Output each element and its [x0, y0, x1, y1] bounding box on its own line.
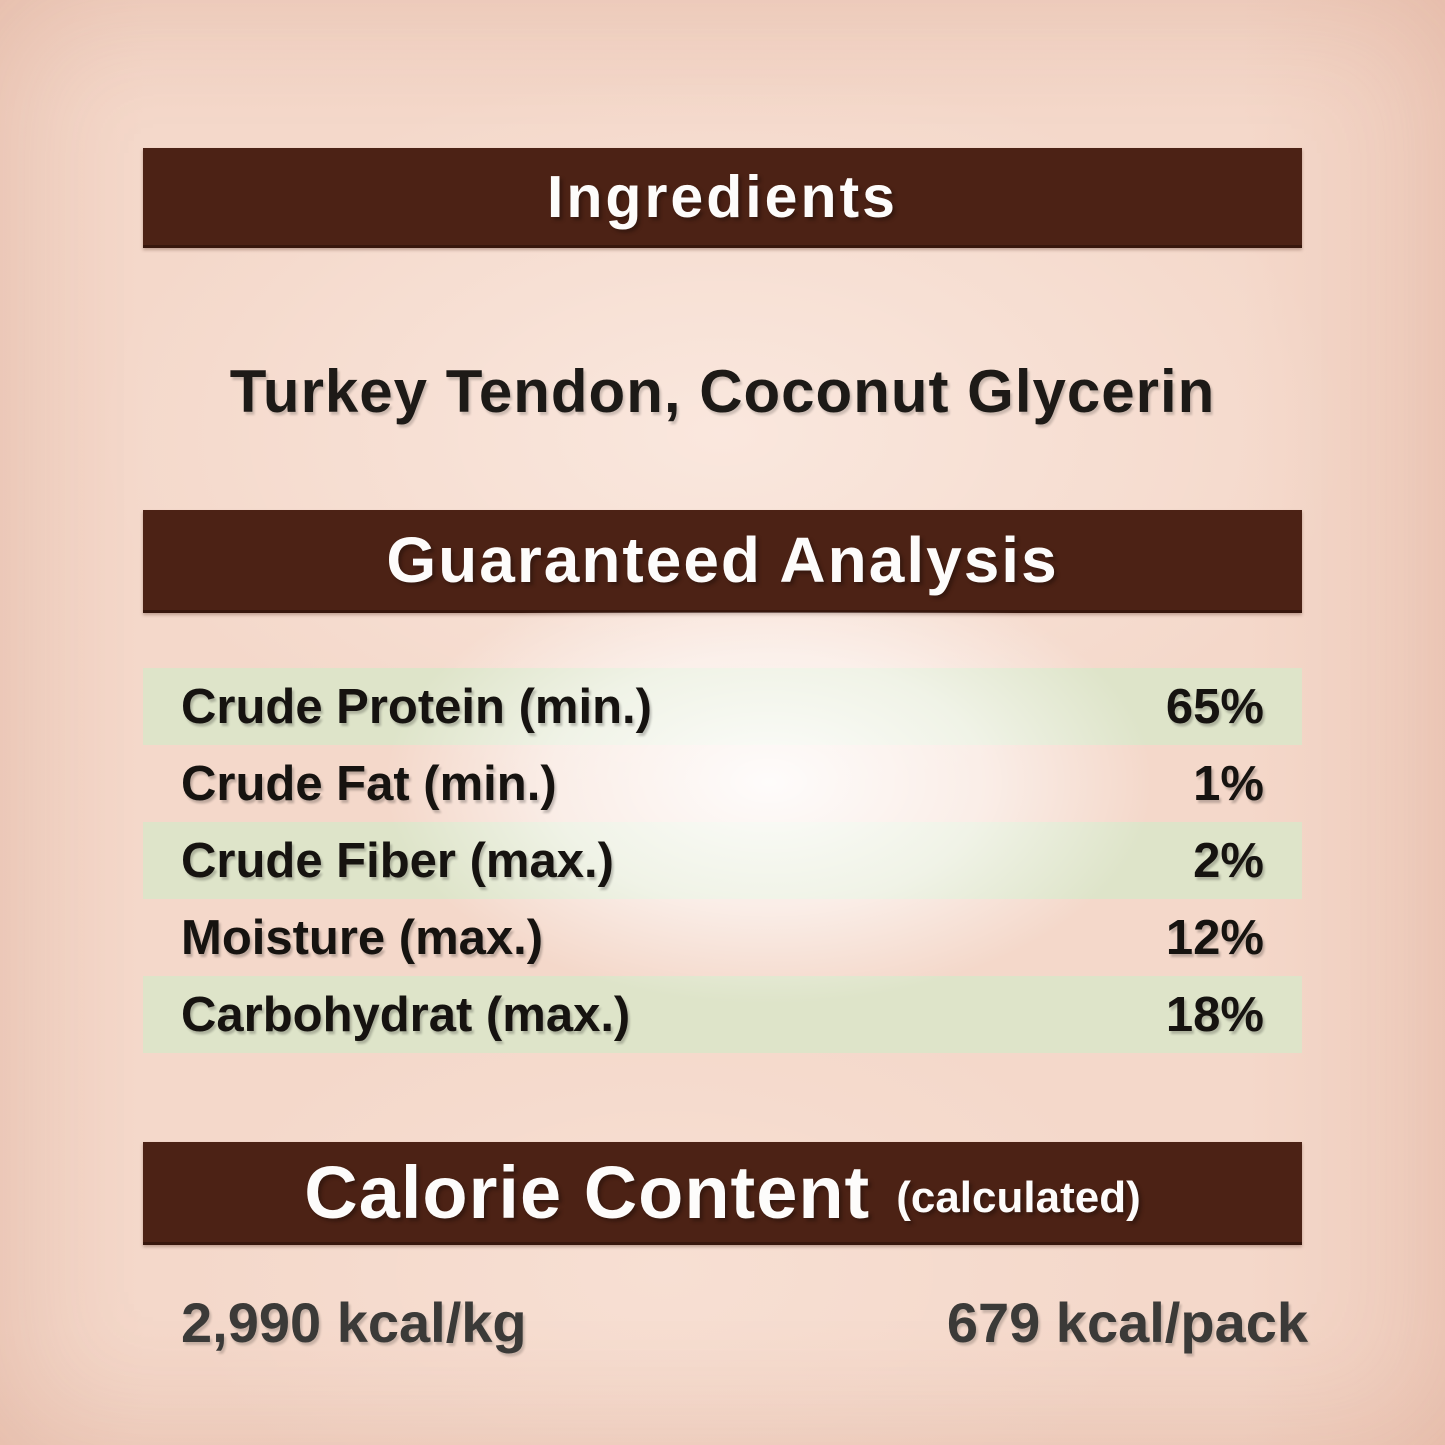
ingredients-list: Turkey Tendon, Coconut Glycerin: [143, 346, 1302, 436]
ingredients-list-text: Turkey Tendon, Coconut Glycerin: [229, 357, 1216, 425]
ingredients-title: Ingredients: [547, 163, 898, 230]
kcal-per-pack: 679 kcal/pack: [946, 1290, 1308, 1354]
row-label: Moisture (max.): [181, 910, 544, 965]
row-value: 12%: [1165, 910, 1264, 965]
guaranteed-analysis-banner: Guaranteed Analysis: [143, 510, 1302, 613]
guaranteed-analysis-title: Guaranteed Analysis: [386, 524, 1059, 596]
row-label: Crude Fat (min.): [181, 756, 557, 811]
calorie-values-row: 2,990 kcal/kg 679 kcal/pack: [143, 1282, 1308, 1362]
row-label: Crude Protein (min.): [181, 679, 652, 734]
guaranteed-analysis-table: Crude Protein (min.) 65% Crude Fat (min.…: [143, 668, 1302, 1053]
row-value: 18%: [1165, 987, 1264, 1042]
table-row: Crude Fiber (max.) 2%: [143, 822, 1302, 899]
row-label: Crude Fiber (max.): [181, 833, 614, 888]
calorie-content-title: Calorie Content: [304, 1150, 871, 1234]
table-row: Crude Protein (min.) 65%: [143, 668, 1302, 745]
row-value: 1%: [1193, 756, 1264, 811]
table-row: Carbohydrat (max.) 18%: [143, 976, 1302, 1053]
row-label: Carbohydrat (max.): [181, 987, 631, 1042]
ingredients-banner: Ingredients: [143, 148, 1302, 248]
kcal-per-kg: 2,990 kcal/kg: [181, 1290, 527, 1354]
row-value: 2%: [1193, 833, 1264, 888]
row-value: 65%: [1165, 679, 1264, 734]
calorie-content-banner: Calorie Content (calculated): [143, 1142, 1302, 1245]
calorie-content-subtitle: (calculated): [896, 1173, 1141, 1222]
table-row: Moisture (max.) 12%: [143, 899, 1302, 976]
table-row: Crude Fat (min.) 1%: [143, 745, 1302, 822]
